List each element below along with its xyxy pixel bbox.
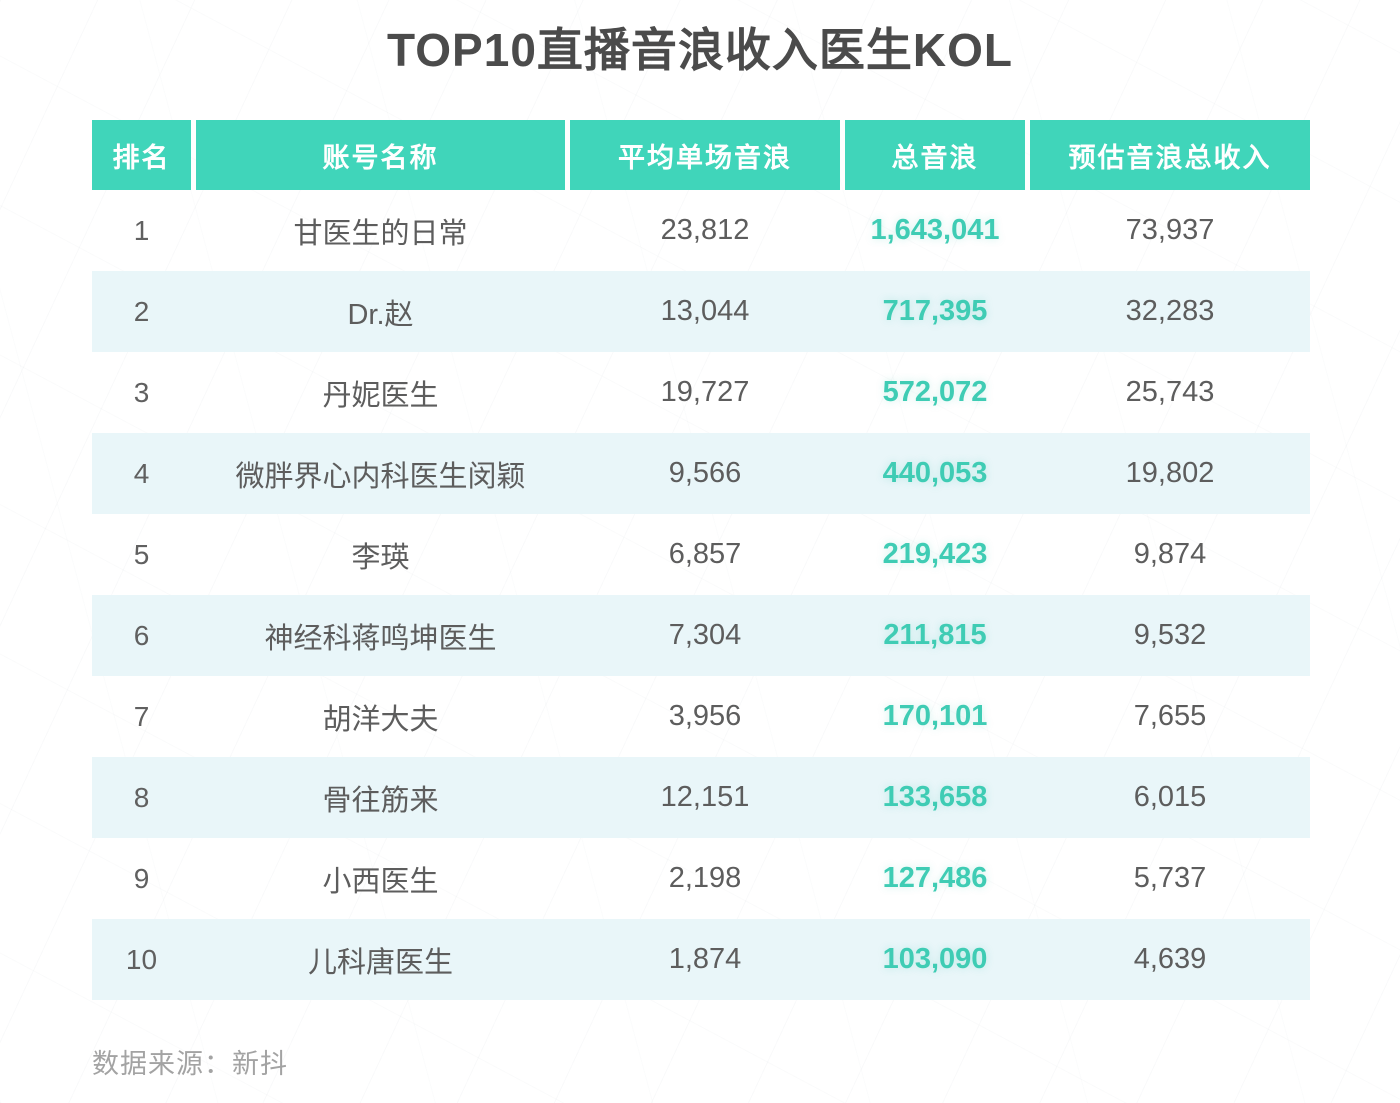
table-row: 6 神经科蒋鸣坤医生 7,304 211,815 9,532 xyxy=(92,595,1310,676)
column-header-avg: 平均单场音浪 xyxy=(570,120,840,190)
rank-value: 6 xyxy=(133,619,150,651)
rank-value: 9 xyxy=(133,862,150,894)
data-source-note: 数据来源：新抖 xyxy=(92,1049,288,1079)
account-name: 小西医生 xyxy=(322,865,439,898)
total-value: 440,053 xyxy=(882,457,988,489)
total-value: 133,658 xyxy=(882,781,988,813)
avg-value: 7,304 xyxy=(668,619,742,651)
account-name: 骨往筋来 xyxy=(322,784,439,817)
income-value: 5,737 xyxy=(1133,862,1207,894)
account-name: 丹妮医生 xyxy=(322,379,439,412)
table-row: 9 小西医生 2,198 127,486 5,737 xyxy=(92,838,1310,919)
rank-value: 10 xyxy=(125,943,158,975)
income-value: 9,532 xyxy=(1133,619,1207,651)
total-value: 717,395 xyxy=(882,295,988,327)
rank-value: 1 xyxy=(133,214,150,246)
account-name: 微胖界心内科医生闵颖 xyxy=(235,460,526,493)
table-row: 8 骨往筋来 12,151 133,658 6,015 xyxy=(92,757,1310,838)
account-name: Dr.赵 xyxy=(347,298,414,331)
table-row: 4 微胖界心内科医生闵颖 9,566 440,053 19,802 xyxy=(92,433,1310,514)
kol-ranking-table: 排名 账号名称 平均单场音浪 总音浪 预估音浪总收入 1 甘医生的日常 23,8… xyxy=(92,120,1310,1000)
account-name: 胡洋大夫 xyxy=(322,703,439,736)
total-value: 572,072 xyxy=(882,376,988,408)
income-value: 7,655 xyxy=(1133,700,1207,732)
table-header-row: 排名 账号名称 平均单场音浪 总音浪 预估音浪总收入 xyxy=(92,120,1310,190)
avg-value: 2,198 xyxy=(668,862,742,894)
total-value: 103,090 xyxy=(882,943,988,975)
rank-value: 2 xyxy=(133,295,150,327)
income-value: 6,015 xyxy=(1133,781,1207,813)
avg-value: 13,044 xyxy=(660,295,750,327)
column-header-rank: 排名 xyxy=(92,120,191,190)
total-value: 211,815 xyxy=(883,619,987,651)
table-row: 3 丹妮医生 19,727 572,072 25,743 xyxy=(92,352,1310,433)
table-row: 10 儿科唐医生 1,874 103,090 4,639 xyxy=(92,919,1310,1000)
rank-value: 4 xyxy=(133,457,150,489)
income-value: 32,283 xyxy=(1125,295,1215,327)
table-row: 5 李瑛 6,857 219,423 9,874 xyxy=(92,514,1310,595)
column-header-name: 账号名称 xyxy=(196,120,565,190)
rank-value: 7 xyxy=(133,700,150,732)
page-title: TOP10直播音浪收入医生KOL xyxy=(387,24,1013,76)
avg-value: 12,151 xyxy=(660,781,750,813)
income-value: 19,802 xyxy=(1125,457,1215,489)
avg-value: 19,727 xyxy=(660,376,750,408)
table-row: 1 甘医生的日常 23,812 1,643,041 73,937 xyxy=(92,190,1310,271)
account-name: 甘医生的日常 xyxy=(293,217,468,250)
avg-value: 6,857 xyxy=(668,538,742,570)
account-name: 李瑛 xyxy=(351,541,410,574)
avg-value: 1,874 xyxy=(668,943,742,975)
total-value: 219,423 xyxy=(882,538,988,570)
rank-value: 8 xyxy=(133,781,150,813)
income-value: 9,874 xyxy=(1133,538,1207,570)
income-value: 73,937 xyxy=(1125,214,1215,246)
table-row: 7 胡洋大夫 3,956 170,101 7,655 xyxy=(92,676,1310,757)
table-row: 2 Dr.赵 13,044 717,395 32,283 xyxy=(92,271,1310,352)
total-value: 1,643,041 xyxy=(870,214,1000,246)
account-name: 神经科蒋鸣坤医生 xyxy=(264,622,497,655)
rank-value: 3 xyxy=(133,376,150,408)
column-header-total: 总音浪 xyxy=(845,120,1025,190)
income-value: 25,743 xyxy=(1125,376,1215,408)
avg-value: 9,566 xyxy=(668,457,742,489)
total-value: 127,486 xyxy=(882,862,988,894)
total-value: 170,101 xyxy=(882,700,988,732)
rank-value: 5 xyxy=(133,538,150,570)
account-name: 儿科唐医生 xyxy=(307,946,453,979)
column-header-income: 预估音浪总收入 xyxy=(1030,120,1310,190)
avg-value: 23,812 xyxy=(660,214,750,246)
avg-value: 3,956 xyxy=(668,700,742,732)
income-value: 4,639 xyxy=(1133,943,1207,975)
